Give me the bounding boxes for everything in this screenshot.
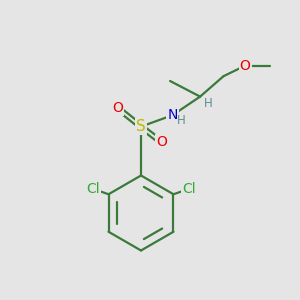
Text: Cl: Cl: [182, 182, 196, 196]
Text: O: O: [240, 59, 250, 73]
Text: H: H: [177, 114, 186, 127]
Text: N: N: [167, 108, 178, 122]
Text: Cl: Cl: [86, 182, 100, 196]
Text: O: O: [112, 101, 123, 115]
Text: S: S: [136, 119, 146, 134]
Text: H: H: [204, 97, 213, 110]
Text: O: O: [156, 135, 167, 149]
